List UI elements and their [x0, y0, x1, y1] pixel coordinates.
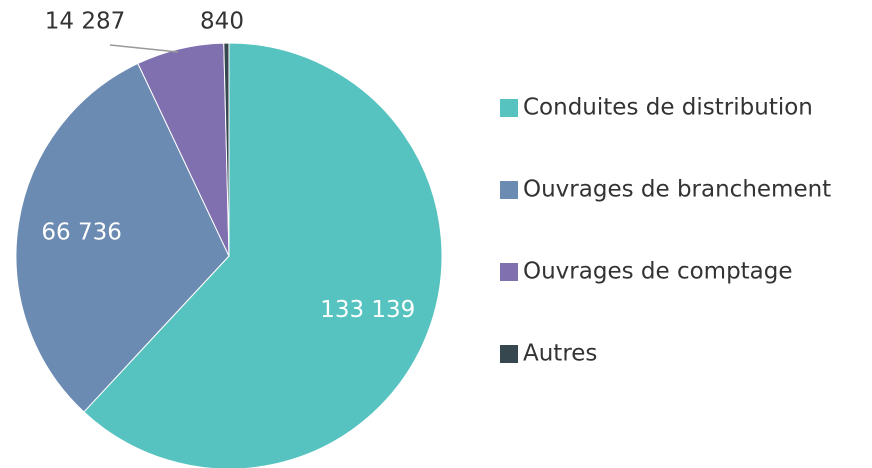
pie-slice — [223, 42, 230, 257]
pie-slice — [83, 42, 443, 468]
legend-label: Ouvrages de comptage — [523, 259, 793, 285]
pie-slice — [15, 62, 230, 413]
data-label: 14 287 — [45, 9, 125, 35]
legend-label: Ouvrages de branchement — [523, 177, 831, 203]
legend-swatch — [500, 263, 518, 281]
leader-line — [109, 44, 179, 53]
legend-swatch — [500, 99, 518, 117]
data-label: 840 — [200, 9, 244, 35]
legend-swatch — [500, 345, 518, 363]
legend-label: Conduites de distribution — [523, 95, 813, 121]
data-label: 66 736 — [41, 220, 121, 246]
legend-label: Autres — [523, 341, 597, 367]
legend-swatch — [500, 181, 518, 199]
data-label: 133 139 — [320, 297, 415, 323]
